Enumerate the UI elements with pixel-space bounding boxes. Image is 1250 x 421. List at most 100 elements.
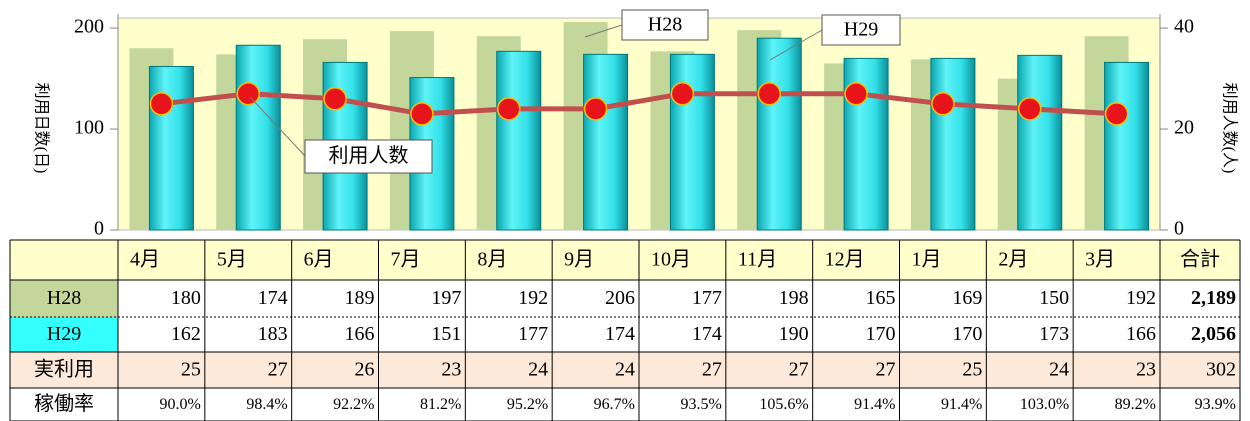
table-cell: 91.4%	[941, 396, 982, 413]
table-cell: 89.2%	[1115, 396, 1156, 413]
table-header: 1月	[912, 249, 942, 271]
annotation: H28	[648, 14, 682, 36]
row-header: 実利用	[34, 358, 94, 381]
table-cell: 98.4%	[246, 396, 287, 413]
y-tick-label: 0	[94, 218, 104, 240]
y-axis-label: 利用日数(日)	[32, 83, 50, 174]
table-cell: 183	[258, 323, 288, 345]
callout-box	[621, 9, 709, 41]
table-cell: 105.6%	[759, 396, 808, 413]
table-header: 7月	[391, 249, 421, 271]
row-header-bg	[10, 280, 118, 317]
table-cell: 27	[789, 359, 809, 381]
table-cell: 27	[876, 359, 896, 381]
line-point	[844, 81, 868, 106]
table-header: 11月	[738, 249, 777, 271]
row-header-bg	[10, 317, 118, 352]
callout-leader	[769, 29, 823, 61]
table-header: 12月	[825, 249, 865, 271]
row-bg	[10, 388, 1240, 421]
bar	[756, 37, 802, 231]
table-total: 2,189	[1191, 287, 1236, 309]
bar	[496, 50, 542, 231]
table-header: 4月	[130, 249, 160, 271]
table-cell: 96.7%	[594, 396, 635, 413]
table-cell: 150	[1039, 287, 1069, 309]
table-cell: 95.2%	[507, 396, 548, 413]
callout-box	[821, 14, 901, 46]
line-point	[757, 81, 781, 106]
table-cell: 24	[1049, 359, 1069, 381]
table-cell: 166	[1126, 323, 1156, 345]
table-cell: 190	[779, 323, 809, 345]
table-cell: 177	[692, 287, 722, 309]
line-point	[1104, 102, 1129, 126]
table-cell: 166	[345, 323, 375, 345]
table-cell: 162	[171, 323, 201, 345]
table-header: 3月	[1085, 249, 1115, 271]
table-cell: 103.0%	[1020, 396, 1069, 413]
table-cell: 198	[779, 287, 809, 309]
annotation: H29	[844, 19, 878, 41]
table-cell: 174	[605, 323, 635, 345]
line-point	[323, 87, 347, 111]
table-total: 302	[1206, 359, 1236, 381]
row-header: H28	[47, 287, 81, 309]
table-header: 10月	[651, 249, 691, 271]
table-cell: 23	[441, 359, 461, 381]
row-bg	[10, 352, 1240, 388]
line-point	[583, 97, 608, 121]
table-cell: 177	[518, 323, 548, 345]
table-cell: 25	[962, 359, 982, 381]
table-cell: 197	[431, 287, 461, 309]
callout-leader	[249, 96, 306, 157]
y2-axis-label: 利用人数(人)	[1220, 83, 1238, 174]
table-header: 9月	[564, 249, 594, 271]
y-tick-label: 100	[74, 117, 104, 139]
table-cell: 25	[181, 359, 201, 381]
table-cell: 180	[171, 287, 201, 309]
bar	[1017, 54, 1063, 231]
table-cell: 170	[866, 323, 896, 345]
callout-box	[304, 139, 433, 174]
bar	[235, 44, 281, 231]
line-point	[410, 102, 434, 126]
table-cell: 81.2%	[420, 396, 461, 413]
table-header: 8月	[477, 249, 507, 271]
bar	[583, 53, 629, 231]
bar	[930, 57, 976, 231]
table-header: 5月	[217, 249, 247, 271]
y2-tick-label: 20	[1174, 117, 1194, 139]
y2-tick-label: 40	[1174, 16, 1194, 38]
line-point	[236, 81, 260, 106]
table-cell: 206	[605, 287, 635, 309]
line-point	[1018, 97, 1042, 121]
table-cell: 23	[1136, 359, 1156, 381]
table-cell: 27	[702, 359, 722, 381]
table-cell: 92.2%	[333, 396, 374, 413]
table-header: 合計	[1180, 248, 1220, 271]
row-header: H29	[47, 323, 81, 345]
row-bg	[10, 240, 1240, 280]
table-cell: 27	[268, 359, 288, 381]
table-cell: 24	[528, 359, 548, 381]
table-cell: 189	[345, 287, 375, 309]
table-cell: 169	[952, 287, 982, 309]
table-cell: 151	[431, 323, 461, 345]
table-cell: 170	[952, 323, 982, 345]
table-cell: 173	[1039, 323, 1069, 345]
y2-tick-label: 0	[1174, 218, 1184, 240]
line	[161, 91, 1117, 117]
bar	[669, 53, 715, 231]
table-cell: 165	[866, 287, 896, 309]
table-total: 93.9%	[1195, 396, 1236, 413]
annotation: 利用人数	[329, 144, 409, 167]
table-header: 6月	[304, 249, 334, 271]
table-cell: 91.4%	[854, 396, 895, 413]
bar	[1104, 61, 1150, 231]
table-header: 2月	[998, 249, 1028, 271]
table-cell: 26	[355, 359, 375, 381]
line-point	[931, 92, 955, 116]
table-total: 2,056	[1191, 323, 1236, 345]
